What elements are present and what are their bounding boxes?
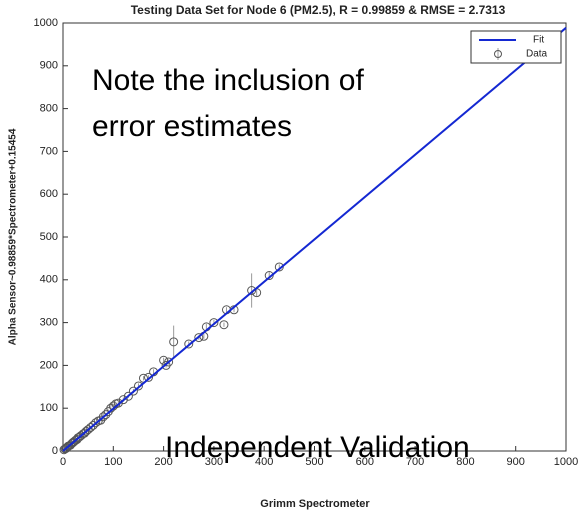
y-axis-label: Alpha Sensor~0.98859*Spectrometer+0.1545… <box>8 128 19 345</box>
data-point <box>164 357 174 367</box>
x-tick-label: 800 <box>456 456 474 468</box>
data-point <box>144 372 154 382</box>
y-tick-label: 0 <box>52 445 58 457</box>
data-point <box>128 386 138 396</box>
data-point <box>86 422 96 432</box>
y-tick-label: 1000 <box>34 17 58 29</box>
y-tick-label: 600 <box>40 188 58 200</box>
x-tick-label: 300 <box>205 456 223 468</box>
data-point <box>61 443 71 453</box>
y-tick-label: 300 <box>40 317 58 329</box>
data-point <box>184 339 194 349</box>
x-tick-label: 900 <box>507 456 525 468</box>
x-tick-label: 1000 <box>554 456 578 468</box>
x-tick-label: 400 <box>255 456 273 468</box>
data-point <box>194 333 204 343</box>
annotation: Note the inclusion of <box>92 64 364 97</box>
data-point <box>159 355 169 365</box>
y-tick-label: 200 <box>40 359 58 371</box>
y-tick-label: 700 <box>40 145 58 157</box>
data-point <box>219 320 229 330</box>
x-tick-label: 500 <box>305 456 323 468</box>
x-tick-label: 200 <box>154 456 172 468</box>
data-point <box>274 262 284 272</box>
legend-swatch <box>494 50 502 58</box>
fit-line <box>62 27 567 452</box>
data-point <box>101 410 111 420</box>
y-tick-label: 500 <box>40 231 58 243</box>
y-tick-label: 800 <box>40 103 58 115</box>
annotation: error estimates <box>92 110 292 143</box>
data-point <box>209 318 219 328</box>
y-tick-label: 100 <box>40 402 58 414</box>
legend-box <box>470 30 562 64</box>
x-tick-label: 700 <box>406 456 424 468</box>
data-point <box>123 391 133 401</box>
data-point <box>169 337 179 347</box>
chart-title: Testing Data Set for Node 6 (PM2.5), R =… <box>131 3 506 17</box>
x-tick-label: 100 <box>104 456 122 468</box>
y-tick-label: 400 <box>40 274 58 286</box>
data-point <box>91 418 101 428</box>
data-point <box>264 271 274 281</box>
x-axis-label: Grimm Spectrometer <box>260 498 370 510</box>
data-point <box>133 381 143 391</box>
x-tick-label: 600 <box>356 456 374 468</box>
data-point <box>98 412 108 422</box>
legend-label: Fit <box>533 35 544 46</box>
data-point <box>247 286 257 295</box>
legend-label: Data <box>526 49 548 60</box>
annotation: Independent Validation <box>165 431 470 464</box>
x-tick-label: 0 <box>60 456 66 468</box>
y-tick-label: 900 <box>40 60 58 72</box>
